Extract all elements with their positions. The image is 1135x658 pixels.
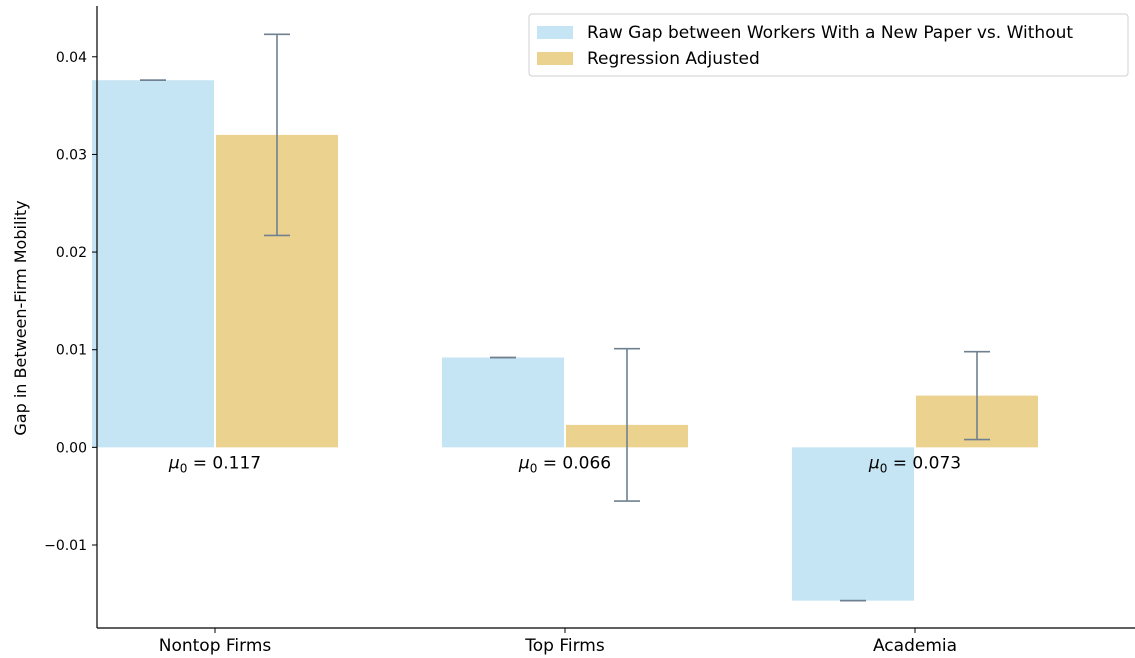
y-tick-label: 0.03 (56, 147, 87, 163)
y-tick-label: 0.04 (56, 50, 87, 66)
legend-label-1: Regression Adjusted (587, 49, 760, 69)
x-tick-label: Nontop Firms (159, 636, 272, 656)
plot-area: μ0 = 0.117 μ0 = 0.066 μ0 = 0.073−0.010.000… (44, 6, 1135, 656)
mu0-annotation-1: μ0 = 0.066 (518, 453, 611, 475)
mu-value: = 0.073 (887, 453, 961, 473)
mu0-annotation-2: μ0 = 0.073 (868, 453, 961, 475)
legend-swatch-1 (537, 52, 573, 65)
bar-raw-0 (92, 80, 214, 448)
y-tick-label: 0.01 (56, 343, 87, 359)
mu-value: = 0.066 (537, 453, 611, 473)
error-bar-adjusted-0 (264, 33, 290, 237)
y-tick-label: −0.01 (44, 538, 87, 554)
mu-symbol: μ (868, 453, 880, 473)
mu-symbol: μ (168, 453, 180, 473)
error-bar-adjusted-2 (964, 350, 990, 441)
legend-swatch-0 (537, 26, 573, 39)
mu-subscript: 0 (880, 461, 888, 475)
error-bar-adjusted-1 (614, 347, 640, 502)
mu-value: = 0.117 (187, 453, 261, 473)
bar-raw-1 (442, 357, 564, 448)
legend-label-0: Raw Gap between Workers With a New Paper… (587, 23, 1073, 43)
y-tick-label: 0.02 (56, 245, 87, 261)
legend: Raw Gap between Workers With a New Paper… (528, 13, 1129, 77)
mu-symbol: μ (518, 453, 530, 473)
x-tick-label: Top Firms (524, 636, 605, 656)
legend-box (528, 13, 1129, 77)
y-axis-label: Gap in Between-Firm Mobility (11, 200, 30, 435)
bar-raw-2 (792, 447, 914, 601)
mu-subscript: 0 (180, 461, 188, 475)
mu-subscript: 0 (530, 461, 538, 475)
x-tick-label: Academia (873, 636, 957, 656)
y-tick-label: 0.00 (56, 440, 87, 456)
mu0-annotation-0: μ0 = 0.117 (168, 453, 261, 475)
